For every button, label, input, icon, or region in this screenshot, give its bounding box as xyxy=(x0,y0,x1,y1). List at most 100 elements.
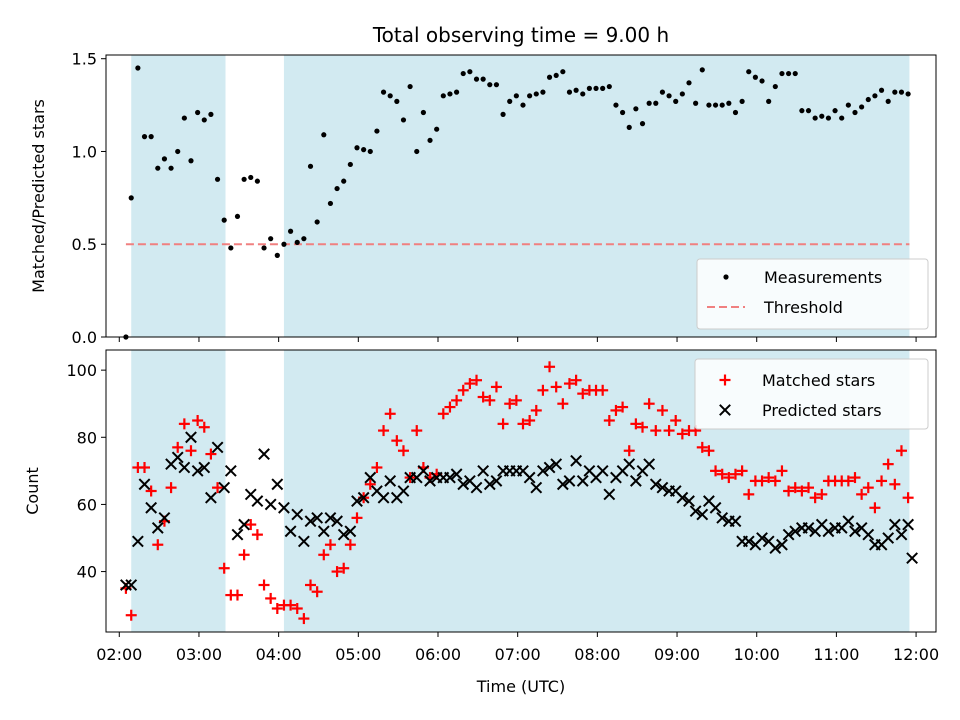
matched-star-point xyxy=(338,562,350,574)
matched-star-point xyxy=(876,475,888,487)
count-plot-frame xyxy=(105,349,937,633)
predicted-star-point xyxy=(238,518,251,531)
predicted-star-point xyxy=(304,515,317,528)
measurement-point xyxy=(453,89,460,95)
matched-star-point xyxy=(437,408,449,420)
chart-title: Total observing time = 9.00 h xyxy=(372,23,669,47)
predicted-star-point xyxy=(444,471,456,484)
measurement-point xyxy=(726,100,732,106)
matched-star-point xyxy=(856,488,868,500)
matched-star-point xyxy=(271,603,283,614)
measurement-point xyxy=(659,89,666,95)
measurement-point xyxy=(347,161,353,168)
count-x-ticks: 02:00 03:00 04:00 05:00 06:00 07:00 08:00 09:00… xyxy=(96,632,939,664)
measurement-point xyxy=(513,93,519,99)
measurement-point xyxy=(374,128,380,134)
measurement-point xyxy=(420,109,426,116)
matched-star-point xyxy=(849,472,861,484)
predicted-star-point xyxy=(842,515,855,528)
measurement-point xyxy=(234,213,241,220)
measurement-point xyxy=(905,91,911,97)
measurement-point xyxy=(766,98,772,104)
matched-star-point xyxy=(318,549,330,561)
measurement-point xyxy=(168,165,174,171)
predicted-star-point xyxy=(689,505,702,518)
x-tick-label: 05:00 xyxy=(335,645,381,664)
matched-star-point xyxy=(902,492,914,504)
measurement-point xyxy=(892,89,898,95)
matched-star-point xyxy=(524,415,536,426)
matched-star-point xyxy=(557,398,569,410)
predicted-star-point xyxy=(649,478,662,491)
ratio-legend-box xyxy=(696,258,929,330)
matched-star-point xyxy=(145,485,157,497)
measurement-point xyxy=(181,115,187,121)
predicted-star-point xyxy=(862,528,875,541)
matched-star-point xyxy=(570,374,582,386)
measurement-point xyxy=(354,145,360,151)
matched-star-point xyxy=(397,445,409,457)
measurement-point xyxy=(593,85,599,91)
measurement-point xyxy=(839,115,845,121)
matched-star-point xyxy=(497,418,509,430)
predicted-star-point xyxy=(629,475,642,487)
matched-star-point xyxy=(736,465,748,477)
matched-star-point xyxy=(670,415,682,426)
predicted-star-point xyxy=(716,511,729,524)
ratio-y-tick-label: 0.0 xyxy=(72,328,97,347)
x-tick-label: 08:00 xyxy=(574,645,620,664)
matched-star-point xyxy=(238,549,250,561)
measurement-point xyxy=(394,98,400,104)
measurement-point xyxy=(314,219,320,225)
predicted-star-point xyxy=(782,528,795,541)
matched-star-point xyxy=(803,482,815,494)
matched-star-point xyxy=(783,485,795,497)
measurement-point xyxy=(301,236,307,242)
predicted-star-point xyxy=(417,464,430,477)
predicted-star-point xyxy=(297,535,310,548)
ratio-y-ticks: 0.0 0.5 1.0 1.5 xyxy=(72,50,106,347)
matched-star-point xyxy=(510,394,522,406)
matched-star-point xyxy=(637,421,649,433)
measurement-point xyxy=(719,102,725,108)
matched-star-point xyxy=(285,599,297,611)
predicted-star-point xyxy=(264,498,277,511)
matched-star-point xyxy=(477,391,489,403)
matched-star-point xyxy=(789,482,801,494)
measurement-point xyxy=(460,70,466,77)
matched-star-point xyxy=(139,462,151,473)
matched-star-point xyxy=(869,502,881,514)
matched-star-point xyxy=(258,579,270,591)
measurement-point xyxy=(792,70,798,77)
measurement-point xyxy=(440,93,446,99)
matched-star-point xyxy=(490,381,502,393)
predicted-star-point xyxy=(331,515,343,528)
predicted-star-point xyxy=(364,471,377,484)
measurement-point xyxy=(898,89,905,95)
measurement-point xyxy=(852,109,858,116)
measurement-point xyxy=(241,176,247,182)
matched-star-point xyxy=(218,562,230,574)
predicted-star-point xyxy=(125,579,138,591)
measurement-point xyxy=(473,76,480,82)
predicted-star-point xyxy=(224,464,237,477)
matched-star-point xyxy=(298,613,310,625)
predicted-star-point xyxy=(556,478,569,491)
measurement-point xyxy=(779,70,785,77)
predicted-star-point xyxy=(576,475,589,487)
measurement-point xyxy=(387,93,393,99)
predicted-star-point xyxy=(902,518,915,531)
measurement-point xyxy=(686,80,692,86)
predicted-star-point xyxy=(530,481,543,494)
predicted-star-point xyxy=(311,511,324,524)
predicted-star-point xyxy=(570,454,583,467)
predicted-star-point xyxy=(351,495,363,507)
matched-star-point xyxy=(152,539,164,551)
matched-star-point xyxy=(550,381,562,393)
matched-star-point xyxy=(331,566,343,578)
matched-star-point xyxy=(391,435,403,447)
measurement-point xyxy=(493,82,500,88)
matched-star-point xyxy=(650,425,662,437)
measurement-point xyxy=(214,176,221,182)
predicted-star-point xyxy=(397,485,410,497)
